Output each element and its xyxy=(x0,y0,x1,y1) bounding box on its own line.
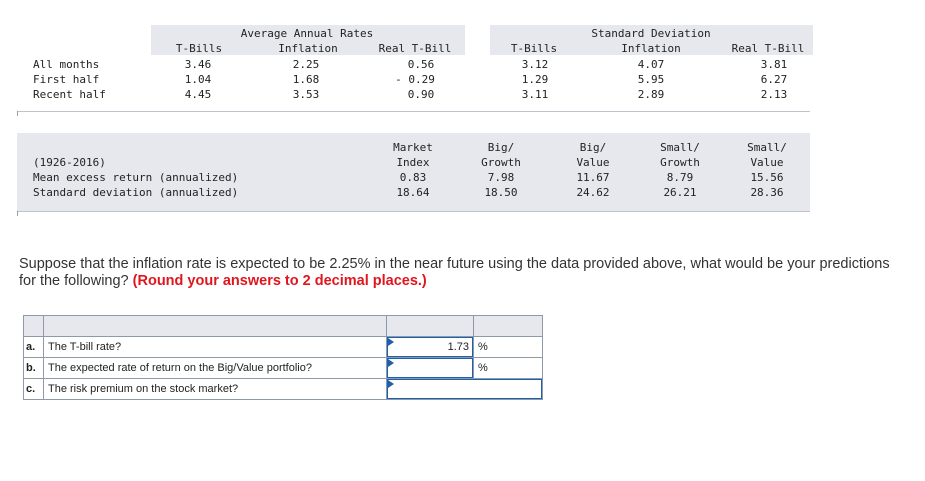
answer-input-c-value[interactable] xyxy=(387,379,542,399)
answer-header-row xyxy=(23,315,543,337)
table-cell: 8.79 xyxy=(666,171,694,184)
flag-icon xyxy=(388,338,394,346)
table-cell: 24.62 xyxy=(576,186,610,199)
answer-input-c[interactable] xyxy=(386,378,543,400)
row-question: The risk premium on the stock market? xyxy=(43,378,387,400)
col-header-line2: Index xyxy=(396,156,430,169)
table-cell: 4.07 xyxy=(637,58,665,71)
col-header-line1: Big/ xyxy=(579,141,607,154)
returns-table-band xyxy=(17,133,810,211)
col-header: T-Bills xyxy=(510,42,558,55)
table-cell: 15.56 xyxy=(750,171,784,184)
table-cell: 28.36 xyxy=(750,186,784,199)
answer-table: a. The T-bill rate? 1.73 % b. The expect… xyxy=(23,315,543,400)
table-cell: 2.13 xyxy=(760,88,788,101)
table-cell: 26.21 xyxy=(663,186,697,199)
divider-tick xyxy=(17,211,18,216)
row-label: Standard deviation (annualized) xyxy=(33,186,239,199)
row-label: Mean excess return (annualized) xyxy=(33,171,239,184)
col-header-line1: Big/ xyxy=(487,141,515,154)
answer-input-a-value[interactable]: 1.73 xyxy=(387,337,473,357)
group-header-stddev: Standard Deviation xyxy=(591,27,711,40)
table-cell: 0.56 xyxy=(407,58,435,71)
table-cell: 3.81 xyxy=(760,58,788,71)
table-cell: 18.64 xyxy=(396,186,430,199)
answer-input-b[interactable] xyxy=(386,357,474,379)
question-text: Suppose that the inflation rate is expec… xyxy=(19,256,909,290)
row-question: The T-bill rate? xyxy=(43,336,387,358)
table-divider xyxy=(17,111,810,112)
unit-label: % xyxy=(473,336,543,358)
col-header-line1: Market xyxy=(393,141,433,154)
header-cell xyxy=(23,315,44,337)
col-header-line2: Growth xyxy=(660,156,700,169)
row-label: Recent half xyxy=(33,88,106,101)
unit-label: % xyxy=(473,357,543,379)
table-cell: 1.04 xyxy=(184,73,212,86)
table-cell: 7.98 xyxy=(487,171,515,184)
col-header-line1: Small/ xyxy=(660,141,700,154)
rates-header-band-left xyxy=(151,25,465,55)
table-cell: 3.53 xyxy=(292,88,320,101)
col-header: Real T-Bill xyxy=(378,42,452,55)
table-cell: 0.90 xyxy=(407,88,435,101)
header-cell xyxy=(43,315,387,337)
rates-header-band-right xyxy=(490,25,813,55)
col-header: Inflation xyxy=(278,42,338,55)
col-header: Real T-Bill xyxy=(731,42,805,55)
table-cell: 4.45 xyxy=(184,88,212,101)
header-cell xyxy=(386,315,474,337)
table-cell: 18.50 xyxy=(484,186,518,199)
answer-input-b-value[interactable] xyxy=(387,358,473,378)
answer-row-b: b. The expected rate of return on the Bi… xyxy=(23,357,543,379)
table-divider xyxy=(17,211,810,212)
flag-icon xyxy=(388,380,394,388)
col-header-line2: Value xyxy=(750,156,784,169)
question-body: Suppose that the inflation rate is expec… xyxy=(19,256,890,289)
col-header-line2: Growth xyxy=(481,156,521,169)
table-cell: - 0.29 xyxy=(395,73,435,86)
table-cell: 3.12 xyxy=(521,58,549,71)
row-label: All months xyxy=(33,58,100,71)
rounding-instruction: (Round your answers to 2 decimal places.… xyxy=(132,273,427,289)
table-cell: 1.29 xyxy=(521,73,549,86)
table-cell: 5.95 xyxy=(637,73,665,86)
row-letter: a. xyxy=(23,336,44,358)
col-header-line2: Value xyxy=(576,156,610,169)
table-cell: 11.67 xyxy=(576,171,610,184)
flag-icon xyxy=(388,359,394,367)
group-header-average: Average Annual Rates xyxy=(240,27,374,40)
col-header: T-Bills xyxy=(175,42,223,55)
period-label: (1926-2016) xyxy=(33,156,106,169)
table-cell: 2.89 xyxy=(637,88,665,101)
row-letter: c. xyxy=(23,378,44,400)
table-cell: 6.27 xyxy=(760,73,788,86)
answer-row-c: c. The risk premium on the stock market? xyxy=(23,378,543,400)
row-letter: b. xyxy=(23,357,44,379)
answer-input-a[interactable]: 1.73 xyxy=(386,336,474,358)
col-header: Inflation xyxy=(621,42,681,55)
table-cell: 3.11 xyxy=(521,88,549,101)
header-cell xyxy=(473,315,543,337)
table-cell: 2.25 xyxy=(292,58,320,71)
answer-row-a: a. The T-bill rate? 1.73 % xyxy=(23,336,543,358)
divider-tick xyxy=(17,111,18,116)
table-cell: 3.46 xyxy=(184,58,212,71)
row-label: First half xyxy=(33,73,100,86)
table-cell: 0.83 xyxy=(399,171,427,184)
col-header-line1: Small/ xyxy=(747,141,787,154)
table-cell: 1.68 xyxy=(292,73,320,86)
row-question: The expected rate of return on the Big/V… xyxy=(43,357,387,379)
